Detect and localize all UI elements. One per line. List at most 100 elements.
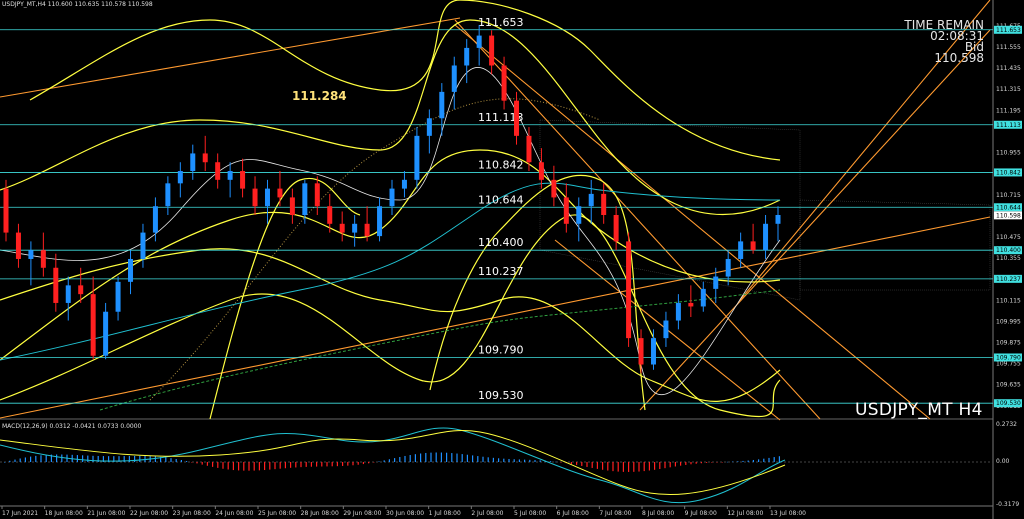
macd-bar xyxy=(264,462,266,471)
macd-bar xyxy=(404,455,406,462)
macd-bar xyxy=(336,462,338,467)
time-axis-label: 18 Jun 08:00 xyxy=(45,510,83,517)
macd-bar xyxy=(383,460,385,462)
macd-bar xyxy=(45,454,47,462)
macd-bar xyxy=(440,452,442,462)
candle-body xyxy=(202,153,208,163)
price-axis-tick: 111.555 xyxy=(996,44,1021,51)
candle-body xyxy=(650,338,656,365)
price-tag-box xyxy=(994,353,1022,362)
macd-bar xyxy=(201,462,203,465)
candle-body xyxy=(165,183,171,207)
price-tag-label: 109.790 xyxy=(996,354,1021,361)
macd-bar xyxy=(222,462,224,469)
macd-bar xyxy=(539,460,541,462)
macd-bar xyxy=(399,457,401,462)
macd-bar xyxy=(576,462,578,465)
macd-bar xyxy=(430,452,432,462)
price-tag-box xyxy=(994,246,1022,255)
candle-body xyxy=(352,223,358,233)
macd-bar xyxy=(622,462,624,472)
price-tag-label: 110.842 xyxy=(996,169,1021,176)
time-remain-panel: TIME REMAIN 02:08:31 Bid 110.598 xyxy=(904,18,984,64)
macd-bar xyxy=(654,462,656,470)
macd-bar xyxy=(212,462,214,467)
macd-bar xyxy=(664,462,666,469)
macd-bar xyxy=(638,462,640,472)
macd-bar xyxy=(570,462,572,465)
price-axis-tick: 111.435 xyxy=(996,65,1021,72)
macd-bar xyxy=(612,462,614,472)
macd-axis-tick: -0.3179 xyxy=(996,501,1019,508)
macd-bar xyxy=(711,462,713,463)
macd-axis-tick: 0.2732 xyxy=(996,421,1017,428)
macd-bar xyxy=(732,461,734,463)
macd-bar xyxy=(534,460,536,462)
time-axis-label: 17 Jun 2021 xyxy=(2,510,38,517)
candle-body xyxy=(514,100,520,136)
macd-bar xyxy=(508,458,510,462)
macd-bar xyxy=(253,462,255,471)
macd-bar xyxy=(217,462,219,468)
candle-body xyxy=(688,302,694,307)
macd-bar xyxy=(388,459,390,462)
macd-bar xyxy=(643,462,645,472)
candle-body xyxy=(713,276,719,289)
macd-histogram xyxy=(4,452,780,472)
candle-body xyxy=(128,258,134,282)
price-axis-tick: 110.115 xyxy=(996,297,1021,304)
candle-body xyxy=(377,206,383,237)
macd-bar xyxy=(633,462,635,472)
moving-averages xyxy=(0,67,781,411)
macd-bar xyxy=(326,462,328,467)
candle-body xyxy=(264,188,270,207)
candle-body xyxy=(339,223,345,233)
candle-body xyxy=(289,197,295,215)
price-tag-label: 110.598 xyxy=(996,212,1021,219)
time-axis-label: 9 Jul 08:00 xyxy=(685,510,717,517)
macd-bar xyxy=(700,462,702,464)
candle-body xyxy=(775,215,781,224)
candle-body xyxy=(40,250,46,268)
candle-body xyxy=(3,188,9,233)
macd-bar xyxy=(40,455,42,462)
macd-bar xyxy=(295,462,297,468)
level-label: 110.237 xyxy=(478,265,524,278)
macd-bar xyxy=(316,462,318,467)
candle-body xyxy=(314,183,320,207)
candle-body xyxy=(364,223,370,237)
time-remain-label: TIME REMAIN xyxy=(904,18,984,32)
macd-bar xyxy=(674,462,676,467)
macd-bar xyxy=(232,462,234,471)
candle-body xyxy=(28,250,34,259)
time-axis-label: 7 Jul 08:00 xyxy=(599,510,631,517)
macd-bar xyxy=(243,462,245,471)
macd-bar xyxy=(685,462,687,465)
macd-bar xyxy=(76,455,78,462)
macd-bar xyxy=(113,456,115,462)
macd-bar xyxy=(284,462,286,469)
candle-body xyxy=(451,65,457,92)
time-axis-label: 25 Jun 08:00 xyxy=(258,510,296,517)
macd-bar xyxy=(144,456,146,462)
macd-bar xyxy=(758,459,760,462)
price-tag-label: 110.400 xyxy=(996,247,1021,254)
macd-bar xyxy=(773,457,775,462)
candle-body xyxy=(78,285,84,295)
time-axis-label: 12 Jul 08:00 xyxy=(727,510,763,517)
macd-bar xyxy=(498,458,500,462)
ohlc-readout: USDJPY_MT,H4 110.600 110.635 110.578 110… xyxy=(2,1,153,8)
candle-body xyxy=(613,215,619,242)
macd-bar xyxy=(591,462,593,468)
macd-bar xyxy=(716,462,718,463)
price-axis-tick: 110.715 xyxy=(996,192,1021,199)
candlesticks xyxy=(3,25,781,374)
macd-bar xyxy=(175,459,177,462)
candle-body xyxy=(663,320,669,339)
macd-bar xyxy=(763,458,765,462)
macd-bar xyxy=(524,459,526,462)
macd-bar xyxy=(248,462,250,471)
time-axis-label: 8 Jul 08:00 xyxy=(642,510,674,517)
